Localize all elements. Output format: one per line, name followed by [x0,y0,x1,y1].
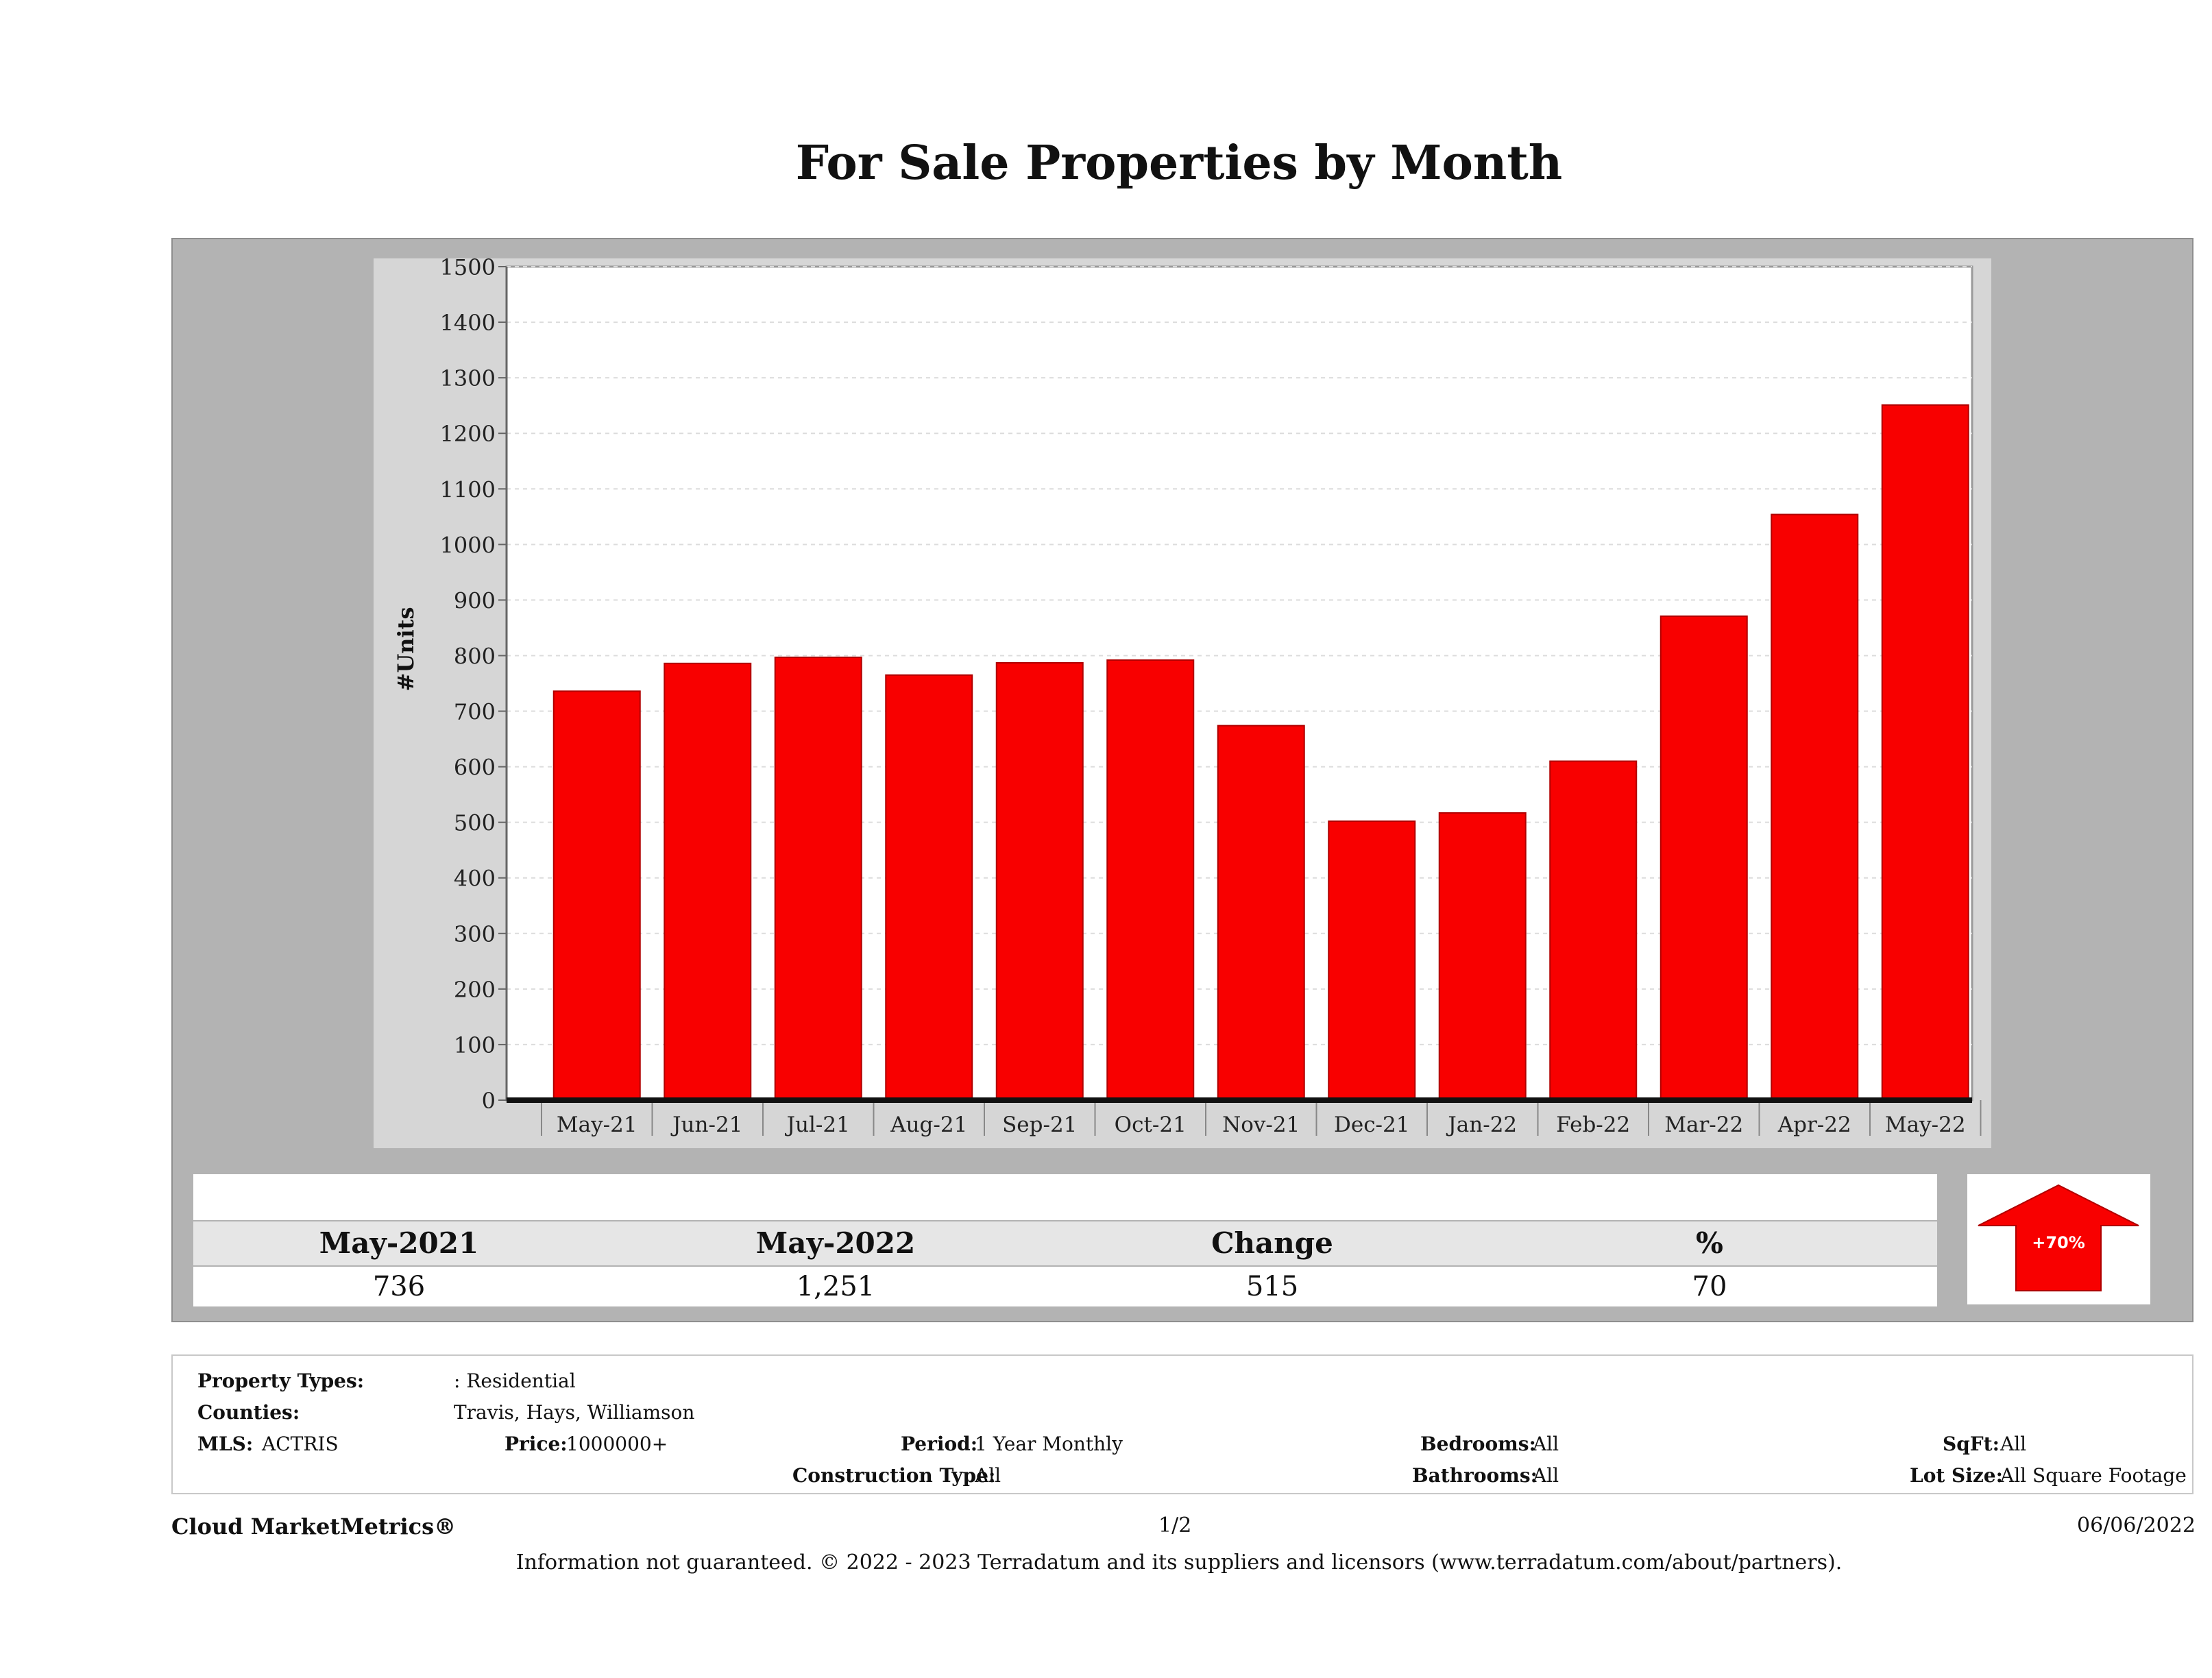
construction-value: All [975,1464,1001,1487]
bar-mar-22 [1660,615,1748,1101]
stats-values-row: 736 1,251 515 70 [193,1267,1937,1306]
bar-may-22 [1881,404,1969,1101]
chart-area: 0 100 200 300 400 500 600 700 800 900 1000 1100 1200… [374,258,1991,1148]
mls-value: ACTRIS [262,1433,339,1455]
stat-value-change: 515 [1245,1271,1299,1302]
y-tick-label: 1400 [440,310,496,336]
sqft-label: SqFt: [1943,1433,2000,1455]
x-tick-label: Jul-21 [785,1112,850,1137]
bar-oct-21 [1106,659,1195,1101]
y-tick-label: 600 [454,755,496,781]
y-tick-label: 1200 [440,421,496,447]
y-tick-label: 400 [454,866,496,892]
stat-value-percent: 70 [1692,1271,1727,1302]
bathrooms-label: Bathrooms: [1412,1464,1538,1487]
page-title: For Sale Properties by Month [795,136,1563,191]
x-tick-label: Apr-22 [1777,1112,1851,1137]
criteria-box: Property Types: : Residential Counties: … [171,1354,2193,1494]
x-tick-label: Sep-21 [1002,1112,1077,1137]
bar-chart: 0 100 200 300 400 500 600 700 800 900 1000 1100 1200… [393,258,1982,1137]
x-tick-label: Jun-21 [670,1112,742,1137]
bedrooms-value: All [1533,1433,1559,1455]
footer-date: 06/06/2022 [2077,1513,2196,1537]
mls-label: MLS: [197,1433,254,1455]
bar-dec-21 [1328,820,1416,1102]
bar-feb-22 [1549,760,1638,1101]
x-tick-label: Aug-21 [890,1112,967,1137]
counties-label: Counties: [197,1401,300,1424]
lot-size-label: Lot Size: [1910,1464,2003,1487]
y-tick-label: 700 [454,699,496,725]
x-tick-label: Jan-22 [1446,1112,1517,1137]
bar-apr-22 [1771,513,1859,1102]
x-tick-label: Nov-21 [1222,1112,1300,1137]
up-arrow-icon: +70% [1978,1184,2139,1291]
x-tick-label: Feb-22 [1556,1112,1630,1137]
x-tick-label: Mar-22 [1664,1112,1743,1137]
y-tick-label: 1100 [440,476,496,502]
y-tick-label: 500 [454,810,496,836]
price-label: Price: [505,1433,568,1455]
trend-badge: +70% [1967,1174,2150,1304]
period-label: Period: [901,1433,978,1455]
x-tick-label: May-22 [1885,1112,1966,1137]
footer-page-number: 1/2 [1158,1513,1192,1537]
stat-header-end: May-2022 [755,1226,916,1260]
bar-sep-21 [995,662,1084,1101]
lot-size-value: All Square Footage [2000,1464,2187,1487]
y-tick-label: 300 [454,921,496,947]
bar-may-21 [552,690,641,1101]
x-tick-label: Dec-21 [1334,1112,1409,1137]
stat-value-end: 1,251 [796,1271,875,1302]
y-tick-label: 800 [454,643,496,669]
x-tick-label: May-21 [557,1112,637,1137]
property-types-value: : Residential [454,1370,576,1392]
y-tick-label: 1500 [440,258,496,280]
y-tick-label: 900 [454,587,496,613]
construction-label: Construction Type: [792,1464,996,1487]
bedrooms-label: Bedrooms: [1420,1433,1536,1455]
stats-header-row: May-2021 May-2022 Change % [193,1221,1937,1265]
price-value: 1000000+ [566,1433,668,1455]
bar-jan-22 [1438,812,1527,1101]
stat-value-start: 736 [372,1271,426,1302]
period-value: 1 Year Monthly [975,1433,1123,1455]
bar-nov-21 [1217,725,1305,1101]
footer-disclaimer: Information not guaranteed. © 2022 - 202… [515,1551,1843,1574]
stat-header-percent: % [1696,1226,1723,1260]
property-types-label: Property Types: [197,1370,365,1392]
y-tick-label: 200 [454,977,496,1003]
stats-spacer [193,1174,1937,1220]
x-tick-label: Oct-21 [1115,1112,1187,1137]
stat-header-start: May-2021 [319,1226,479,1260]
y-tick-label: 1000 [440,532,496,558]
trend-badge-label: +70% [2032,1233,2085,1252]
bar-jul-21 [774,656,862,1101]
bathrooms-value: All [1533,1464,1559,1487]
bar-jun-21 [664,662,752,1101]
y-tick-label: 0 [482,1088,496,1114]
y-tick-label: 100 [454,1032,496,1058]
footer-brand: Cloud MarketMetrics® [171,1513,457,1540]
counties-value: Travis, Hays, Williamson [454,1401,695,1424]
bar-aug-21 [885,674,973,1101]
stat-header-change: Change [1211,1226,1333,1260]
y-axis-label: #Units [393,607,419,692]
sqft-value: All [2000,1433,2027,1455]
y-tick-label: 1300 [440,365,496,391]
